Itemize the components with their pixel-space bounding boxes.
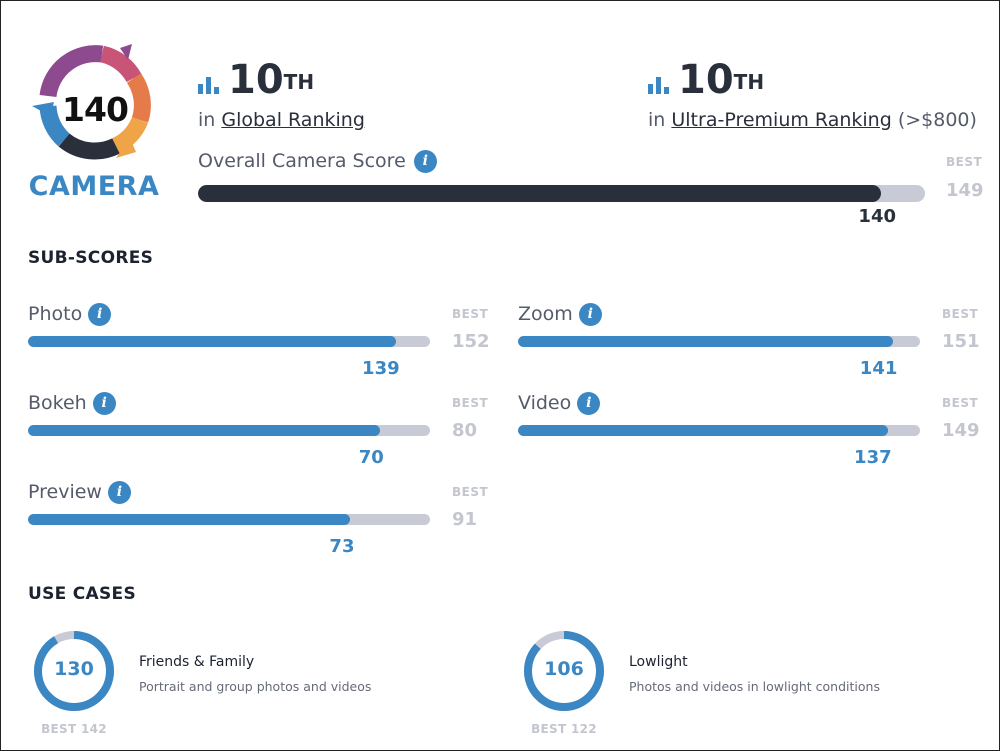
use-case-title: Friends & Family (139, 654, 255, 670)
info-icon[interactable]: i (92, 392, 116, 415)
subscore-best-label: BEST (942, 307, 979, 321)
use-case-ring-fill (34, 631, 114, 711)
subscore-best-value: 80 (452, 420, 478, 441)
use-case-ring-fill (524, 631, 604, 711)
logo-score: 140 (62, 90, 129, 129)
rank-number: 10TH (678, 57, 765, 103)
subscore-bar (28, 336, 430, 347)
info-icon[interactable]: i (88, 303, 112, 326)
subscore-bar (28, 514, 430, 525)
logo-ring-icon (32, 44, 151, 160)
global-ranking: 10TH in Global Ranking (198, 58, 365, 131)
subscore-bar (28, 425, 430, 436)
overall-best-value: 149 (946, 180, 984, 201)
use-case-ring: 130 (31, 628, 117, 714)
subscore-best-label: BEST (942, 396, 979, 410)
subscore-bar-fill (28, 425, 380, 436)
subscore-best-value: 152 (452, 331, 490, 352)
info-icon[interactable]: i (578, 303, 602, 326)
use-case-best: BEST 122 (531, 722, 597, 736)
subscore-best-value: 151 (942, 331, 980, 352)
subscore-best-label: BEST (452, 307, 489, 321)
subscore-bar-fill (518, 425, 888, 436)
subscore-value: 137 (854, 447, 892, 468)
subscore-label: Preview i (28, 481, 131, 504)
overall-score-value: 140 (858, 206, 896, 227)
camera-score-logo: 140 CAMERA (24, 40, 164, 210)
overall-best-label: BEST (946, 155, 983, 169)
ultra-premium-ranking: 10TH in Ultra-Premium Ranking (>$800) (648, 58, 977, 131)
use-case-description: Photos and videos in lowlight conditions (629, 679, 880, 694)
subscore-label: Zoom i (518, 303, 602, 326)
subscore-label: Video i (518, 392, 601, 415)
overall-score-bar (198, 185, 925, 202)
overall-score-bar-fill (198, 185, 882, 202)
use-case-score: 130 (54, 658, 94, 680)
subscore-label: Photo i (28, 303, 112, 326)
use-case-score: 106 (544, 658, 584, 680)
subscore-value: 139 (362, 358, 400, 379)
bar-chart-icon (648, 77, 669, 94)
subscore-bar (518, 425, 920, 436)
logo-word: CAMERA (28, 171, 160, 202)
use-cases-title: USE CASES (28, 584, 137, 604)
rank-number: 10TH (228, 57, 315, 103)
subscore-bar-fill (28, 514, 351, 525)
ultra-premium-ranking-link[interactable]: Ultra-Premium Ranking (671, 109, 892, 131)
price-note: (>$800) (897, 109, 977, 131)
subscore-bar-fill (28, 336, 396, 347)
rank-prefix: in (198, 109, 216, 131)
bar-chart-icon (198, 77, 219, 94)
info-icon[interactable]: i (107, 481, 131, 504)
overall-score-label: Overall Camera Score i (198, 150, 437, 173)
use-case-description: Portrait and group photos and videos (139, 679, 372, 694)
subscore-best-label: BEST (452, 485, 489, 499)
subscore-value: 73 (329, 536, 355, 557)
use-case-best: BEST 142 (41, 722, 107, 736)
subscore-bar (518, 336, 920, 347)
subscore-value: 70 (358, 447, 384, 468)
use-case-ring: 106 (521, 628, 607, 714)
subscore-best-value: 91 (452, 509, 478, 530)
info-icon[interactable]: i (577, 392, 601, 415)
info-icon[interactable]: i (413, 150, 437, 173)
subscore-label: Bokeh i (28, 392, 116, 415)
global-ranking-link[interactable]: Global Ranking (221, 109, 365, 131)
subscore-best-value: 149 (942, 420, 980, 441)
subscore-best-label: BEST (452, 396, 489, 410)
subscores-title: SUB-SCORES (28, 248, 154, 268)
subscore-value: 141 (859, 358, 898, 379)
rank-prefix: in (648, 109, 666, 131)
subscore-bar-fill (518, 336, 894, 347)
use-case-title: Lowlight (629, 654, 688, 670)
